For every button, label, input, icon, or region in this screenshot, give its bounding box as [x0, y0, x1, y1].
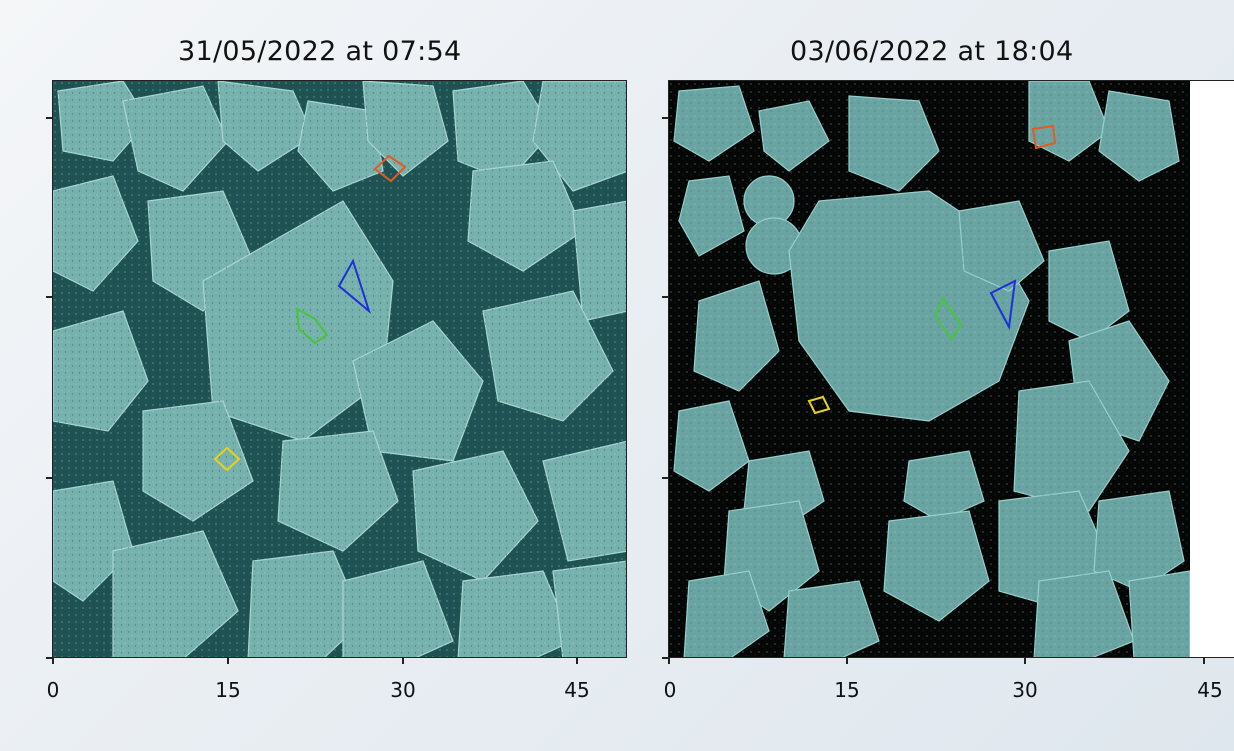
y-tick — [662, 657, 668, 659]
y-tick — [662, 477, 668, 479]
x-tick-label: 30 — [390, 678, 416, 702]
x-tick-label: 15 — [834, 678, 860, 702]
yellow-diamond-marker — [807, 395, 831, 415]
sea-ice-image-2 — [669, 81, 1190, 657]
x-tick-label: 0 — [46, 678, 60, 702]
orange-diamond-marker — [1031, 124, 1057, 150]
x-tick — [52, 658, 54, 664]
blue-triangle-marker — [337, 258, 371, 314]
x-tick — [1024, 658, 1026, 664]
sea-ice-image-1 — [53, 81, 626, 657]
y-tick — [46, 296, 52, 298]
x-tick — [576, 658, 578, 664]
y-tick — [46, 657, 52, 659]
x-tick-label: 30 — [1012, 678, 1038, 702]
y-tick — [46, 477, 52, 479]
yellow-diamond-marker — [213, 446, 241, 472]
blue-triangle-marker — [989, 279, 1017, 331]
orange-diamond-marker — [373, 154, 407, 183]
green-polygon-marker — [933, 297, 963, 341]
y-tick — [662, 117, 668, 119]
x-tick-label: 15 — [215, 678, 241, 702]
satellite-image-panel-1 — [52, 80, 627, 658]
satellite-image-panel-2 — [668, 80, 1234, 658]
green-polygon-marker — [295, 307, 329, 345]
x-tick — [668, 658, 670, 664]
panel-2-title: 03/06/2022 at 18:04 — [790, 36, 1074, 67]
x-tick — [1203, 658, 1205, 664]
x-tick — [227, 658, 229, 664]
no-data-strip — [1190, 81, 1234, 657]
x-tick-label: 45 — [564, 678, 590, 702]
y-tick — [46, 117, 52, 119]
panel-1-title: 31/05/2022 at 07:54 — [178, 36, 462, 67]
x-tick-label: 45 — [1197, 678, 1223, 702]
x-tick-label: 0 — [663, 678, 677, 702]
y-tick — [662, 296, 668, 298]
x-tick — [846, 658, 848, 664]
x-tick — [402, 658, 404, 664]
